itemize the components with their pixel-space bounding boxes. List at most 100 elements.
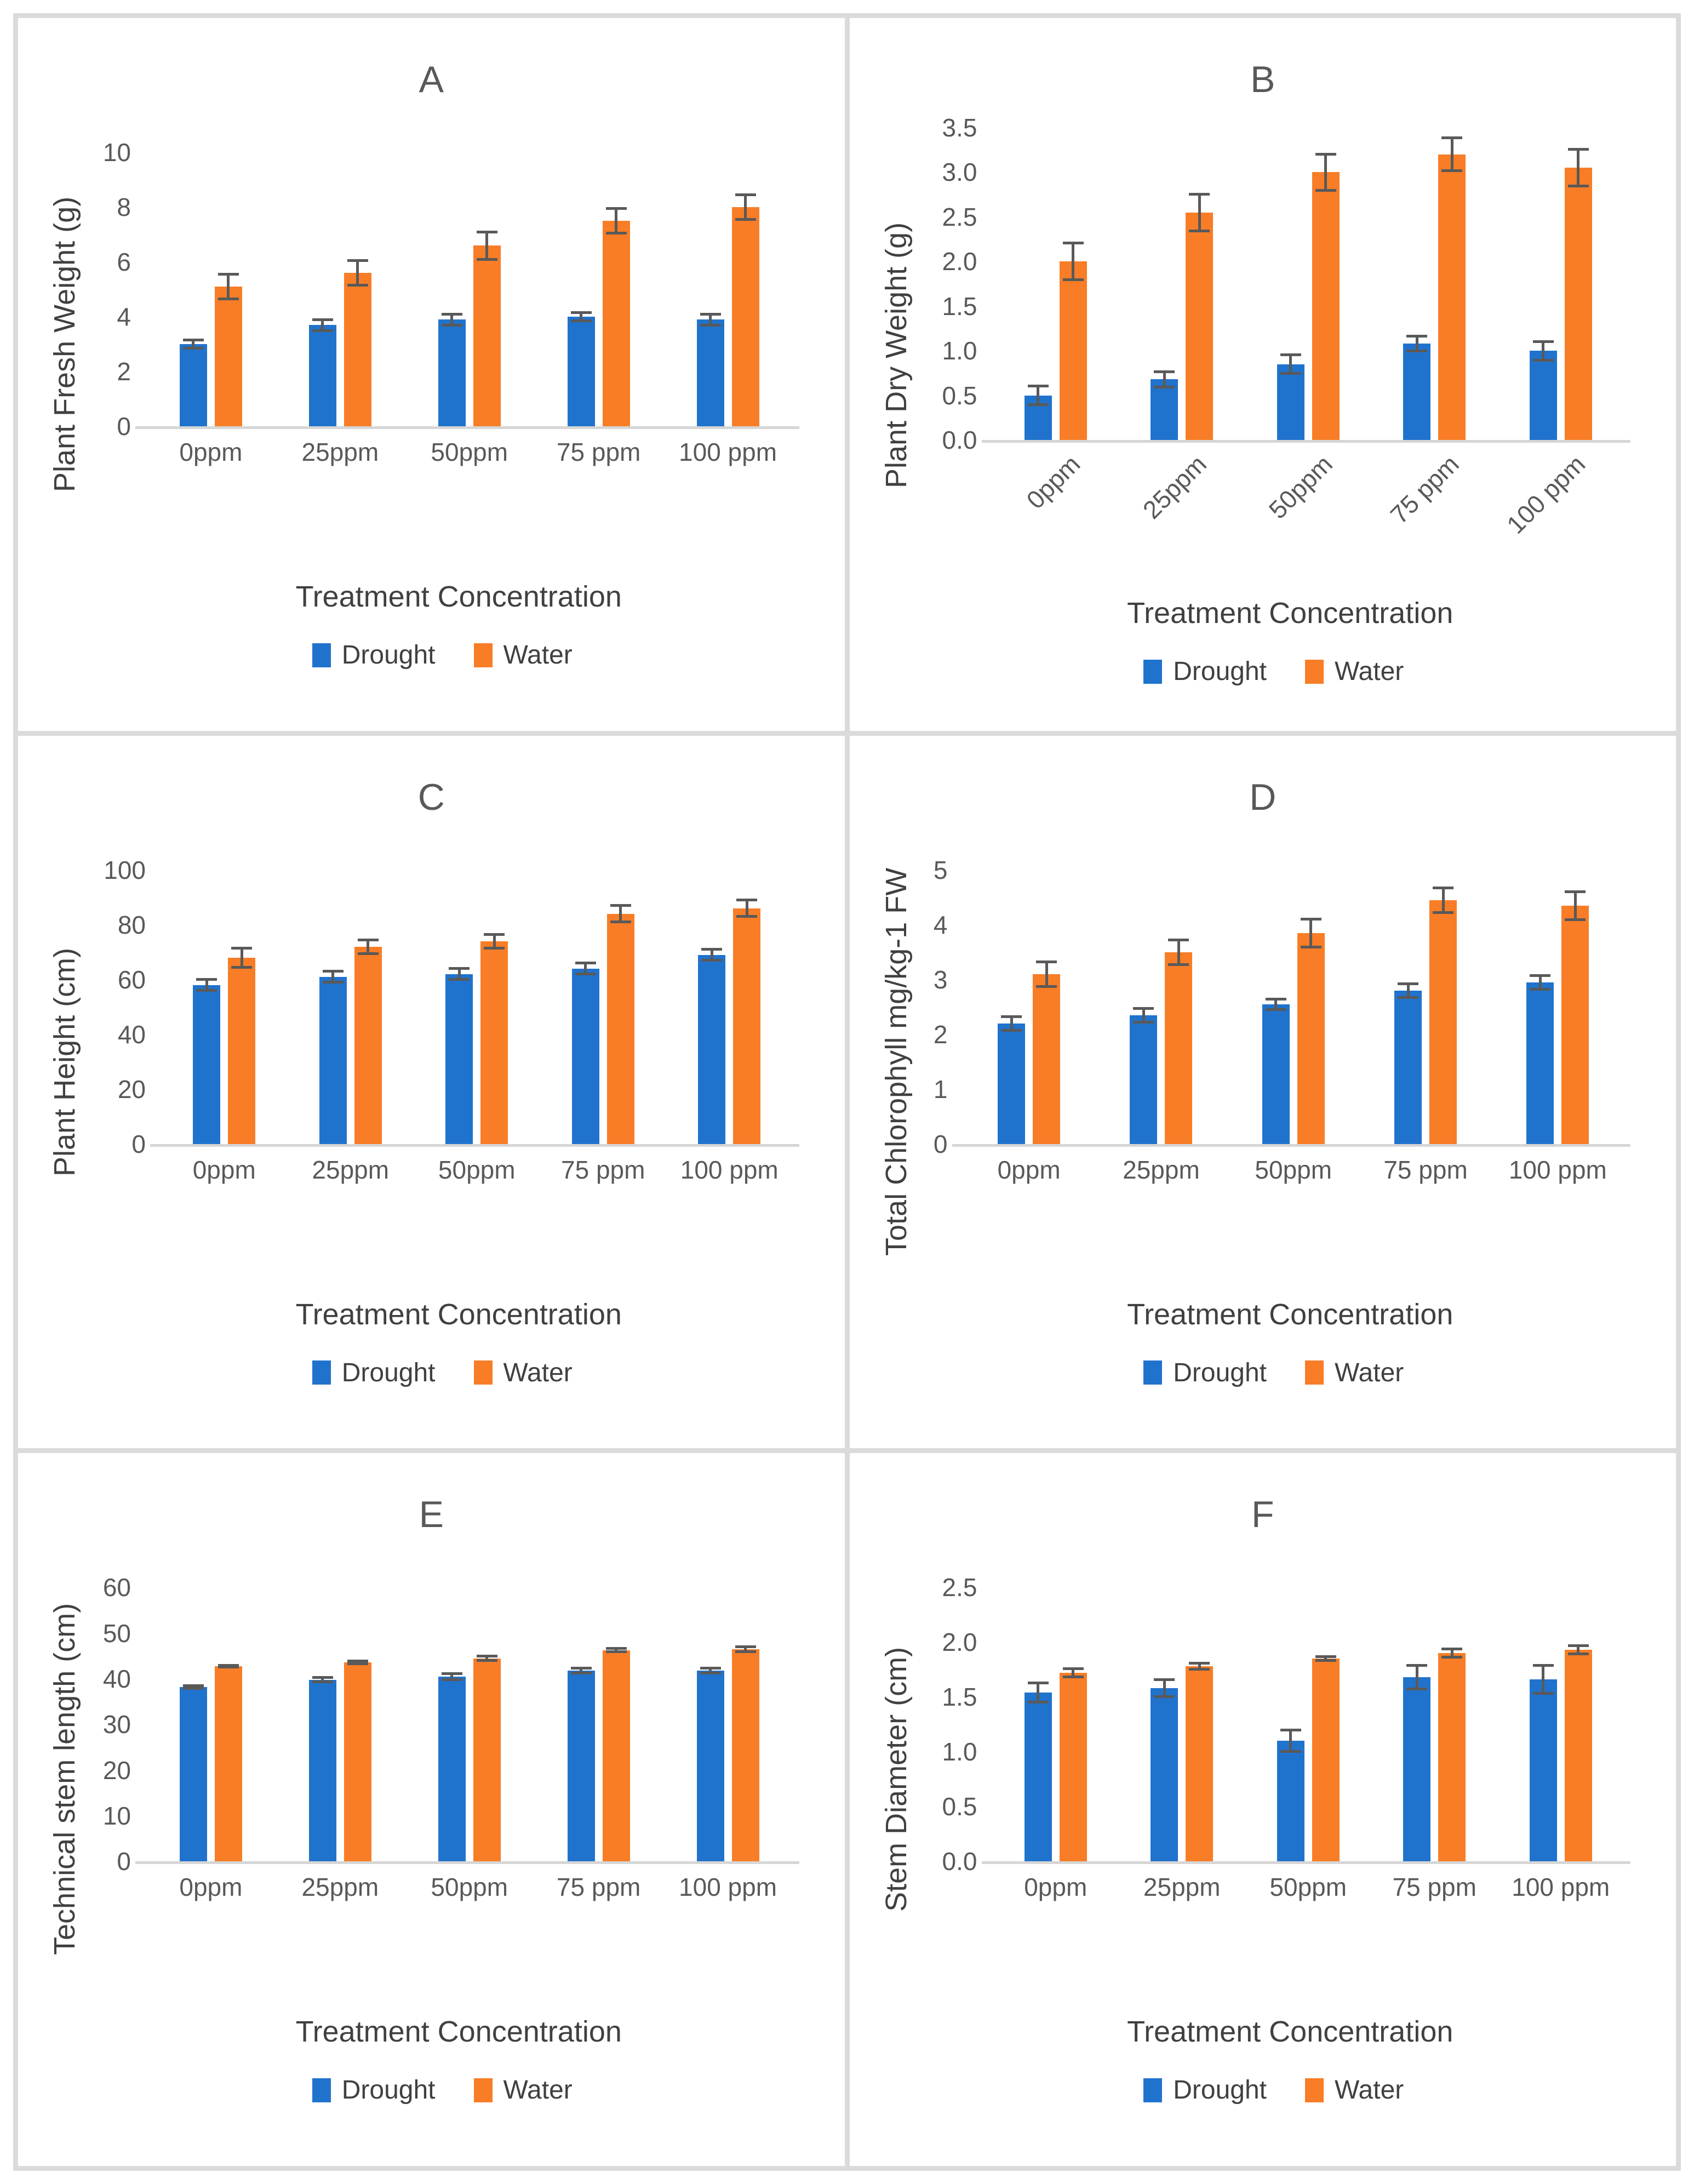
y-tick-label: 5 <box>933 855 948 884</box>
x-axis-title: Treatment Concentration <box>295 1297 622 1331</box>
error-bar-stem <box>580 1667 583 1674</box>
error-bar <box>441 1672 462 1682</box>
y-axis-ticks: 0 10 20 30 40 50 60 <box>89 1573 146 1876</box>
y-tick-label: 0 <box>933 1129 948 1158</box>
error-bar-cap-bottom <box>570 319 592 322</box>
error-bar-cap-top <box>218 273 239 276</box>
legend-swatch-drought <box>1143 1360 1163 1385</box>
error-bar-cap-top <box>1189 1662 1210 1665</box>
error-bar-cap-top <box>1441 136 1463 140</box>
bar-water <box>602 1650 630 1862</box>
legend: Drought Water <box>872 2075 1655 2105</box>
error-bar-cap-bottom <box>1280 372 1301 375</box>
error-bar-cap-bottom <box>700 1671 721 1674</box>
error-bar-stem <box>1072 242 1075 282</box>
bar-water <box>1059 261 1087 440</box>
error-bar-cap-top <box>1036 960 1057 963</box>
error-bar <box>1532 1664 1554 1695</box>
error-bar-cap-bottom <box>570 1671 592 1674</box>
error-bar-cap-bottom <box>1300 945 1321 948</box>
error-bar-cap-top <box>1027 385 1049 388</box>
x-tick-label: 100 ppm <box>679 1873 777 1902</box>
error-bar-stem <box>1274 997 1278 1011</box>
bar-water <box>602 221 630 426</box>
plot-area <box>135 1587 799 1865</box>
y-axis-ticks: 0 1 2 3 4 5 <box>921 856 963 1158</box>
error-bar-cap-bottom <box>1001 1028 1022 1032</box>
error-bar-cap-top <box>610 904 631 907</box>
y-tick-label: 30 <box>102 1710 131 1739</box>
error-bar <box>449 967 470 981</box>
x-tick-label: 50ppm <box>431 438 508 466</box>
error-bar-stem <box>1177 938 1180 966</box>
legend-item-drought: Drought <box>1143 656 1267 687</box>
error-bar-cap-bottom <box>1530 987 1551 991</box>
error-bar-cap-bottom <box>735 1650 756 1653</box>
error-bar-cap-bottom <box>441 323 462 327</box>
chart-body: Stem Diameter (cm) 0.0 0.5 1.0 1.5 2.0 2.5 0ppm… <box>872 1573 1655 1971</box>
error-bar-cap-top <box>1189 192 1210 196</box>
plot-area <box>981 128 1630 443</box>
error-bar-cap-top <box>1398 982 1419 985</box>
error-bar <box>218 273 239 300</box>
bar-drought <box>1130 1015 1158 1144</box>
error-bar-cap-top <box>1001 1015 1022 1018</box>
bar-water <box>354 946 382 1144</box>
error-bar-cap-top <box>700 312 721 316</box>
y-axis-title: Stem Diameter (cm) <box>879 1646 913 1912</box>
legend-item-water: Water <box>473 640 573 670</box>
error-bar-cap-bottom <box>484 946 505 950</box>
error-bar-cap-bottom <box>736 915 758 918</box>
x-axis-line <box>981 440 1630 443</box>
x-tick-label: 75 ppm <box>561 1155 645 1184</box>
error-bar-cap-bottom <box>1062 278 1084 282</box>
bar-drought <box>1403 344 1431 440</box>
error-bar-cap-bottom <box>1433 911 1454 914</box>
x-tick-label: 100 ppm <box>1501 449 1591 539</box>
bar-water <box>344 273 371 426</box>
error-bar-cap-bottom <box>1280 1750 1301 1753</box>
error-bar-cap-bottom <box>1154 385 1175 388</box>
bar-drought <box>308 325 336 426</box>
error-bar-cap-bottom <box>312 1680 333 1684</box>
figure-grid: A Plant Fresh Weight (g) 0 2 4 6 8 10 0ppm 25ppm 5… <box>13 13 1681 2171</box>
bar-water <box>1297 933 1325 1144</box>
legend-label: Drought <box>341 2076 436 2105</box>
error-bar-cap-bottom <box>1532 358 1554 362</box>
y-axis-title: Plant Height (cm) <box>48 947 81 1176</box>
y-axis-ticks: 0.0 0.5 1.0 1.5 2.0 2.5 <box>921 1573 993 1876</box>
y-axis-ticks: 0.0 0.5 1.0 1.5 2.0 2.5 3.0 3.5 <box>921 113 993 454</box>
y-tick-label: 20 <box>102 1756 131 1785</box>
x-tick-label: 25ppm <box>301 1873 379 1902</box>
error-bar-cap-top <box>196 978 218 981</box>
error-bar-stem <box>1198 1662 1201 1671</box>
error-bar-cap-top <box>476 1654 497 1657</box>
error-bar-cap-bottom <box>218 1665 239 1668</box>
bar-water <box>473 1658 501 1862</box>
error-bar-stem <box>356 259 359 287</box>
error-bar <box>570 1667 592 1674</box>
bar-drought <box>1526 982 1554 1144</box>
error-bar-cap-bottom <box>1189 1668 1210 1671</box>
error-bar-stem <box>1406 982 1410 999</box>
legend-label: Water <box>1335 1358 1404 1387</box>
legend-swatch-drought <box>312 643 331 667</box>
error-bar <box>701 948 723 962</box>
error-bar-cap-bottom <box>1315 1659 1336 1662</box>
error-bar-stem <box>1542 340 1545 362</box>
error-bar-cap-bottom <box>605 232 627 235</box>
legend-item-drought: Drought <box>1143 1358 1267 1388</box>
bar-water <box>228 957 256 1144</box>
error-bar <box>1441 1648 1463 1659</box>
y-axis-ticks: 0 20 40 60 80 100 <box>89 856 161 1158</box>
plot-row: 0.0 0.5 1.0 1.5 2.0 2.5 3.0 3.5 <box>921 113 1655 454</box>
x-axis-labels: 0ppm 25ppm 50ppm 75 ppm 100 ppm <box>146 1861 793 1971</box>
error-bar-cap-top <box>700 1667 721 1670</box>
error-bar-cap-bottom <box>1441 1656 1463 1659</box>
y-tick-label: 60 <box>102 1573 131 1602</box>
error-bar-stem <box>1450 136 1453 173</box>
legend-item-water: Water <box>473 1358 573 1388</box>
error-bar <box>1398 982 1419 999</box>
error-bar-cap-top <box>1062 242 1084 245</box>
x-axis-line <box>135 426 799 429</box>
